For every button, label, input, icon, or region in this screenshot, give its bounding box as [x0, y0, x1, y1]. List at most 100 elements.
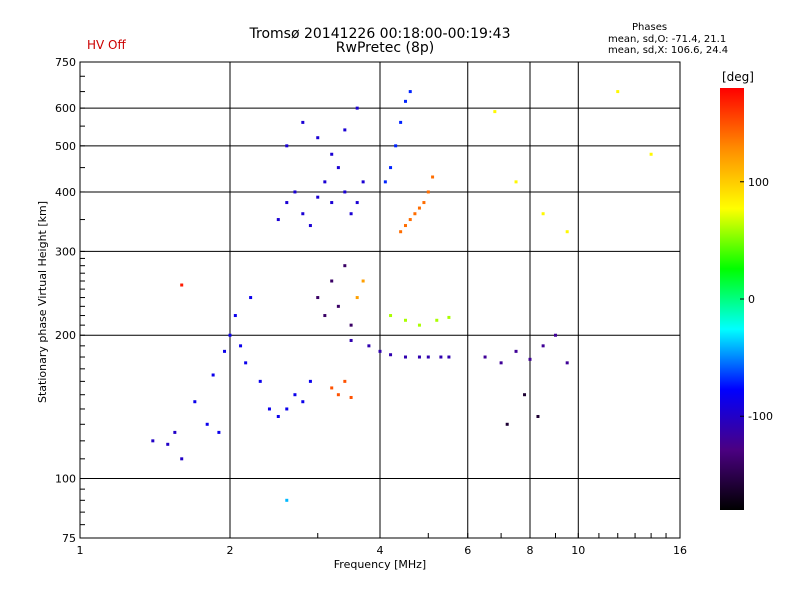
data-point	[541, 344, 545, 348]
x-tick-label: 6	[464, 544, 471, 557]
x-tick-label: 4	[377, 544, 384, 557]
y-tick-label: 600	[55, 102, 76, 115]
data-point	[403, 318, 407, 322]
data-point	[422, 201, 426, 205]
data-point	[403, 224, 407, 228]
data-point	[417, 355, 421, 359]
data-point	[343, 379, 347, 383]
data-point	[166, 442, 170, 446]
data-point	[316, 296, 320, 300]
data-point	[417, 206, 421, 210]
x-axis-ticks: 1 2 4 6 8 10 16	[77, 533, 687, 557]
data-point	[330, 201, 334, 205]
data-point	[349, 338, 353, 342]
data-point	[285, 498, 289, 502]
data-point	[349, 323, 353, 327]
data-point	[308, 224, 312, 228]
data-point	[301, 212, 305, 216]
data-point	[493, 110, 497, 114]
data-point	[439, 355, 443, 359]
y-axis-label: Stationary phase Virtual Height [km]	[36, 201, 49, 403]
data-point	[523, 393, 527, 397]
data-point	[528, 357, 532, 361]
data-point	[483, 355, 487, 359]
data-point	[394, 144, 398, 148]
data-point	[349, 395, 353, 399]
data-point	[205, 422, 209, 426]
data-point	[330, 152, 334, 156]
data-point	[173, 430, 177, 434]
data-point	[431, 175, 435, 179]
colorbar-tick-label: -100	[748, 410, 773, 423]
data-point	[336, 393, 340, 397]
data-point	[223, 349, 227, 353]
data-point	[336, 304, 340, 308]
data-point	[367, 344, 371, 348]
data-point	[541, 212, 545, 216]
data-point	[383, 180, 387, 184]
data-point	[316, 195, 320, 199]
data-point	[267, 407, 271, 411]
y-tick-label: 200	[55, 329, 76, 342]
data-point	[389, 166, 393, 170]
data-point	[301, 400, 305, 404]
chart-title: Tromsø 20141226 00:18:00-00:19:43	[249, 26, 511, 42]
data-point	[435, 318, 439, 322]
data-point	[553, 333, 557, 337]
data-point	[239, 344, 243, 348]
data-point	[293, 393, 297, 397]
y-tick-label: 500	[55, 140, 76, 153]
phases-x-stats: mean, sd,X: 106.6, 24.4	[608, 45, 729, 56]
data-point	[408, 90, 412, 94]
data-point	[616, 90, 620, 94]
data-point	[276, 218, 280, 222]
data-point	[514, 180, 518, 184]
data-point	[285, 407, 289, 411]
y-axis-ticks: 75 100 200 300 400 500 600 750	[55, 56, 85, 545]
data-point	[308, 379, 312, 383]
data-point	[301, 120, 305, 124]
data-point	[389, 353, 393, 357]
data-point	[361, 180, 365, 184]
x-tick-label: 2	[227, 544, 234, 557]
data-point	[565, 230, 569, 234]
colorbar-tick-label: 0	[748, 293, 755, 306]
data-point	[193, 400, 197, 404]
data-point	[244, 361, 248, 365]
data-point	[285, 201, 289, 205]
x-tick-label: 1	[77, 544, 84, 557]
data-point	[249, 296, 253, 300]
data-point	[330, 386, 334, 390]
data-point	[399, 230, 403, 234]
data-point	[355, 106, 359, 110]
data-point	[211, 373, 215, 377]
colorbar-ticks: 100 0 -100	[740, 176, 773, 423]
data-point	[323, 314, 327, 318]
colorbar-tick-label: 100	[748, 176, 769, 189]
data-point	[323, 180, 327, 184]
data-point	[389, 314, 393, 318]
y-tick-label: 75	[62, 532, 76, 545]
x-tick-label: 10	[571, 544, 585, 557]
grid-lines	[80, 62, 680, 538]
data-point	[228, 333, 232, 337]
data-point	[361, 279, 365, 283]
data-point	[330, 279, 334, 283]
data-point	[499, 361, 503, 365]
data-point	[403, 99, 407, 103]
data-point	[514, 349, 518, 353]
phases-title: Phases	[632, 22, 668, 33]
x-axis-label: Frequency [MHz]	[334, 558, 426, 571]
data-point	[276, 414, 280, 418]
data-point	[180, 283, 184, 287]
data-point	[505, 422, 509, 426]
data-point	[447, 355, 451, 359]
data-point	[408, 218, 412, 222]
data-point	[417, 323, 421, 327]
y-tick-label: 750	[55, 56, 76, 69]
x-tick-label: 8	[527, 544, 534, 557]
data-point	[349, 212, 353, 216]
y-tick-label: 100	[55, 473, 76, 486]
data-point	[343, 190, 347, 194]
